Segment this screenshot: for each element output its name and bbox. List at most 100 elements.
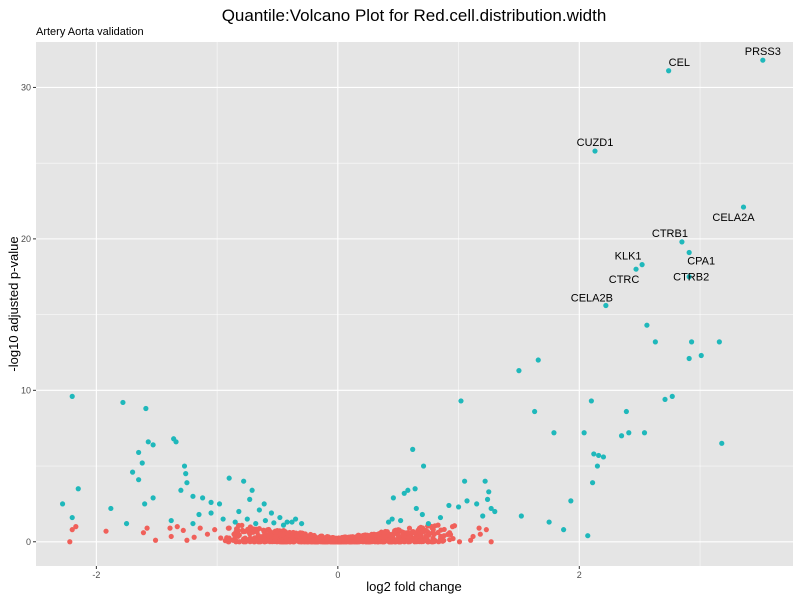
significant-point: [480, 513, 486, 519]
significant-point: [139, 460, 145, 466]
significant-point: [150, 495, 156, 501]
nonsignificant-point: [431, 531, 437, 537]
significant-point: [698, 352, 704, 359]
y-axis-title: -log10 adjusted p-value: [6, 236, 21, 371]
nonsignificant-point: [355, 539, 362, 545]
significant-point: [244, 516, 250, 522]
labeled-point: [603, 302, 609, 309]
nonsignificant-point: [436, 538, 442, 545]
significant-point: [652, 339, 658, 345]
significant-point: [247, 496, 253, 502]
significant-point: [662, 396, 668, 403]
plot-panel: [36, 42, 793, 566]
significant-point: [551, 430, 557, 436]
significant-point: [184, 480, 190, 486]
nonsignificant-point: [339, 534, 345, 541]
significant-point: [492, 508, 498, 515]
nonsignificant-point: [376, 531, 382, 537]
significant-point: [669, 393, 675, 399]
labeled-point: [666, 68, 672, 74]
significant-point: [168, 517, 174, 524]
labeled-point: [633, 266, 639, 272]
significant-point: [458, 398, 464, 404]
labeled-point: [760, 57, 766, 63]
y-axis: 0 10 20 30: [21, 82, 36, 547]
nonsignificant-point: [392, 538, 398, 544]
nonsignificant-point: [318, 534, 324, 540]
significant-point: [462, 478, 468, 484]
nonsignificant-point: [483, 527, 489, 533]
point-label: CTRB2: [673, 272, 709, 284]
significant-point: [488, 505, 494, 512]
nonsignificant-point: [449, 524, 456, 530]
significant-point: [686, 355, 692, 362]
nonsignificant-point: [406, 525, 413, 531]
nonsignificant-point: [174, 524, 180, 530]
minor-gridlines: [36, 42, 793, 566]
y-tick-label: 20: [21, 234, 31, 244]
significant-point: [200, 495, 206, 501]
nonsignificant-point: [430, 537, 436, 543]
significant-point: [181, 463, 188, 469]
nonsignificant-point: [273, 534, 279, 540]
nonsignificant-point: [476, 525, 482, 531]
nonsignificant-point: [425, 539, 431, 545]
nonsignificant-point: [468, 537, 474, 543]
nonsignificant-point: [230, 537, 236, 543]
nonsignificant-point: [418, 524, 424, 531]
nonsignificant-point: [226, 525, 232, 531]
nonsignificant-point: [226, 539, 232, 545]
significant-point: [591, 451, 597, 457]
significant-point: [280, 522, 287, 528]
nonsignificant-point: [266, 526, 272, 533]
point-label: CELA2B: [571, 293, 613, 305]
labeled-point: [592, 148, 598, 154]
nonsignificant-point: [384, 529, 390, 535]
significant-point: [518, 513, 524, 519]
nonsignificant-point: [167, 525, 173, 531]
significant-point: [589, 480, 596, 486]
nonsignificant-point: [212, 527, 218, 533]
nonsignificant-point: [435, 522, 441, 528]
nonsignificant-point: [272, 538, 278, 544]
nonsignificant-point: [387, 536, 394, 542]
labeled-point: [686, 274, 692, 280]
significant-point: [568, 498, 574, 504]
nonsignificant-point: [366, 538, 372, 545]
nonsignificant-point: [419, 529, 425, 535]
significant-point: [412, 486, 418, 492]
point-label: KLK1: [615, 251, 642, 263]
significant-point: [150, 442, 156, 448]
significant-point: [284, 519, 290, 525]
significant-point: [594, 463, 601, 469]
significant-point: [120, 399, 126, 406]
nonsignificant-point: [278, 531, 284, 537]
significant-point: [516, 368, 522, 374]
nonsignificant-point: [233, 526, 240, 532]
nonsignificant-point: [285, 532, 291, 538]
significant-point: [425, 520, 431, 527]
significant-point: [474, 501, 480, 507]
significant-point: [289, 519, 295, 525]
significant-point: [69, 393, 75, 399]
significant-point: [220, 516, 226, 522]
nonsignificant-point: [426, 532, 432, 538]
significant-point: [142, 501, 148, 507]
nonsignificant-point: [380, 534, 386, 540]
nonsignificant-point: [267, 538, 273, 544]
significant-point: [623, 408, 629, 415]
nonsignificant-point: [350, 534, 356, 540]
significant-point: [271, 520, 277, 526]
nonsignificant-point: [73, 524, 79, 530]
significant-point: [262, 517, 268, 524]
significant-point: [581, 430, 587, 436]
nonsignificant-point: [417, 538, 423, 544]
nonsignificant-point: [346, 538, 352, 545]
significant-point: [546, 519, 552, 525]
nonsignificant-point: [406, 534, 412, 540]
significant-point: [249, 487, 255, 493]
nonsignificant-point: [231, 531, 237, 537]
significant-point: [277, 514, 283, 521]
nonsignificant-point: [265, 532, 271, 538]
significant-point: [129, 469, 136, 475]
